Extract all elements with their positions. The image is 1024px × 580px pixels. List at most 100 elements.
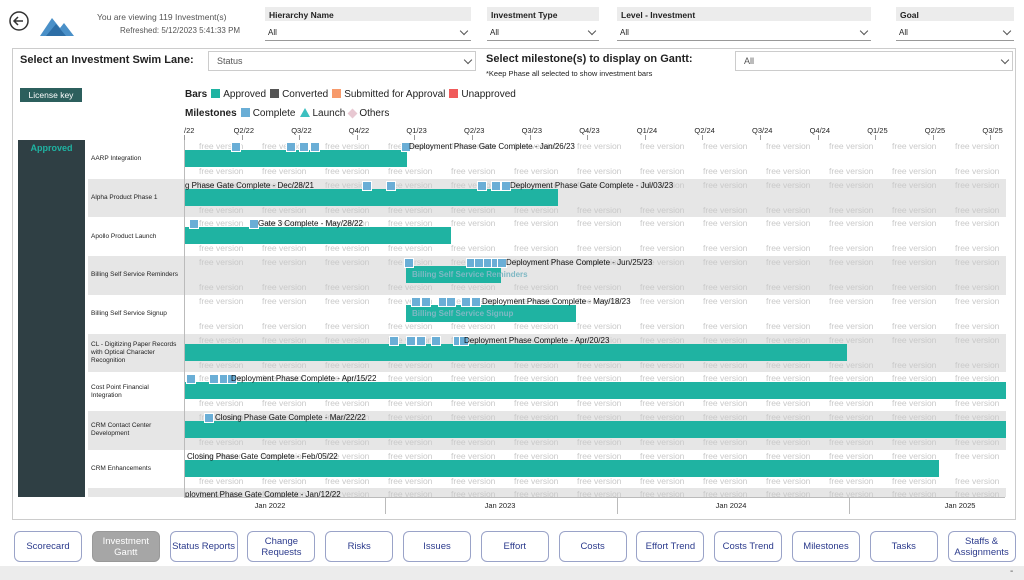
- watermark: free version: [955, 373, 1000, 384]
- watermark: free version: [514, 436, 559, 447]
- watermark: free version: [766, 398, 811, 409]
- watermark: free version: [640, 243, 685, 254]
- filter-dropdown[interactable]: All: [896, 25, 1014, 41]
- watermark: free version: [451, 398, 496, 409]
- watermark: free version: [829, 257, 874, 268]
- watermark: free version: [892, 204, 937, 215]
- watermark: free version: [451, 320, 496, 331]
- watermark: free version: [199, 320, 244, 331]
- watermark: free version: [388, 436, 433, 447]
- nav-tab[interactable]: Change Requests: [247, 531, 316, 562]
- filter-dropdown[interactable]: All: [617, 25, 871, 41]
- nav-tab[interactable]: Effort Trend: [636, 531, 705, 562]
- watermark: free version: [766, 359, 811, 370]
- legend-swatch: [299, 108, 310, 117]
- quarter-label: Q3/23: [521, 126, 543, 135]
- quarter-label: /22: [184, 126, 195, 135]
- watermark: free version: [262, 334, 307, 345]
- watermark: free version: [640, 204, 685, 215]
- milestone: [406, 335, 416, 346]
- milestone-dropdown[interactable]: All: [735, 51, 1013, 71]
- watermark: free version: [325, 489, 370, 497]
- nav-tab[interactable]: Tasks: [869, 531, 938, 562]
- watermark: free version: [766, 489, 811, 497]
- milestone: [227, 374, 237, 385]
- watermark: free version: [388, 204, 433, 215]
- milestone: [421, 296, 431, 307]
- watermark: free version: [577, 320, 622, 331]
- milestone-label: Deployment Phase Gate Complete - Jul/03/…: [510, 180, 674, 190]
- nav-tab[interactable]: Issues: [403, 531, 471, 562]
- watermark: free version: [514, 334, 559, 345]
- watermark: free version: [892, 243, 937, 254]
- quarter-tick: [356, 135, 358, 140]
- watermark: free version: [892, 141, 937, 151]
- watermark: free version: [451, 218, 496, 229]
- filter-dropdown[interactable]: All: [265, 25, 471, 41]
- quarter-tick: [529, 135, 531, 140]
- watermark: free version: [451, 166, 496, 176]
- nav-tab[interactable]: Costs Trend: [714, 531, 783, 562]
- nav-tab[interactable]: Staffs & Assignments: [947, 531, 1016, 562]
- quarter-tick: [817, 135, 819, 140]
- milestone: [286, 142, 296, 152]
- watermark: free version: [703, 282, 748, 293]
- watermark: free version: [388, 475, 433, 486]
- watermark: free version: [577, 334, 622, 345]
- watermark: free version: [955, 243, 1000, 254]
- quarter-tick: [702, 135, 704, 140]
- watermark: free version: [577, 489, 622, 497]
- nav-tab[interactable]: Milestones: [792, 531, 860, 562]
- watermark: free version: [766, 141, 811, 151]
- watermark: free version: [262, 295, 307, 306]
- watermark: free version: [703, 320, 748, 331]
- watermark: free version: [451, 489, 496, 497]
- footer-strip: [0, 566, 1024, 580]
- milestone: [231, 142, 241, 152]
- watermark: free version: [199, 141, 244, 151]
- nav-tab[interactable]: Scorecard: [14, 531, 82, 562]
- watermark: free version: [577, 179, 622, 190]
- watermark: free version: [955, 141, 1000, 151]
- watermark: free version: [325, 166, 370, 176]
- row-band: [88, 333, 184, 373]
- milestone-label: g Phase Gate Complete - Dec/28/21: [185, 180, 314, 190]
- milestone: [501, 180, 511, 191]
- nav-tab[interactable]: Risks: [325, 531, 394, 562]
- chevron: [459, 26, 469, 36]
- filter-dropdown[interactable]: All: [487, 25, 599, 41]
- row-name: Apollo Product Launch: [91, 217, 179, 256]
- nav-tab[interactable]: Investment Gantt: [91, 531, 160, 562]
- filter-value: All: [899, 28, 908, 37]
- year-divider: [849, 498, 850, 514]
- watermark: free version: [955, 166, 1000, 176]
- watermark: free version: [262, 489, 307, 497]
- license-key-button[interactable]: License key: [20, 88, 82, 102]
- quarter-tick: [414, 135, 416, 140]
- milestone-label: Gate 3 Complete - May/28/22: [258, 219, 363, 229]
- watermark: free version: [892, 436, 937, 447]
- gantt-bar: [185, 150, 407, 167]
- watermark: free version: [766, 334, 811, 345]
- nav-tab[interactable]: Status Reports: [169, 531, 238, 562]
- quarter-label: Q2/24: [694, 126, 715, 135]
- milestone-label: Closing Phase Gate Complete - Mar/22/22: [215, 412, 366, 422]
- watermark: free version: [703, 179, 748, 190]
- watermark: free version: [262, 398, 307, 409]
- legend-entry: Unapproved: [461, 89, 516, 100]
- watermark: free version: [199, 436, 244, 447]
- legend-entry: Others: [359, 108, 390, 119]
- milestone: [497, 258, 507, 269]
- watermark: free version: [262, 436, 307, 447]
- watermark: free version: [640, 436, 685, 447]
- nav-tab[interactable]: Costs: [558, 531, 627, 562]
- watermark: free version: [325, 334, 370, 345]
- row-band: [88, 488, 184, 497]
- swim-lane-dropdown[interactable]: Status: [208, 51, 476, 71]
- watermark: free version: [451, 282, 496, 293]
- watermark: free version: [892, 295, 937, 306]
- milestones-legend: Milestones Complete Launch Others: [185, 108, 389, 119]
- watermark: free version: [199, 334, 244, 345]
- year-divider: [385, 498, 386, 514]
- nav-tab[interactable]: Effort: [480, 531, 549, 562]
